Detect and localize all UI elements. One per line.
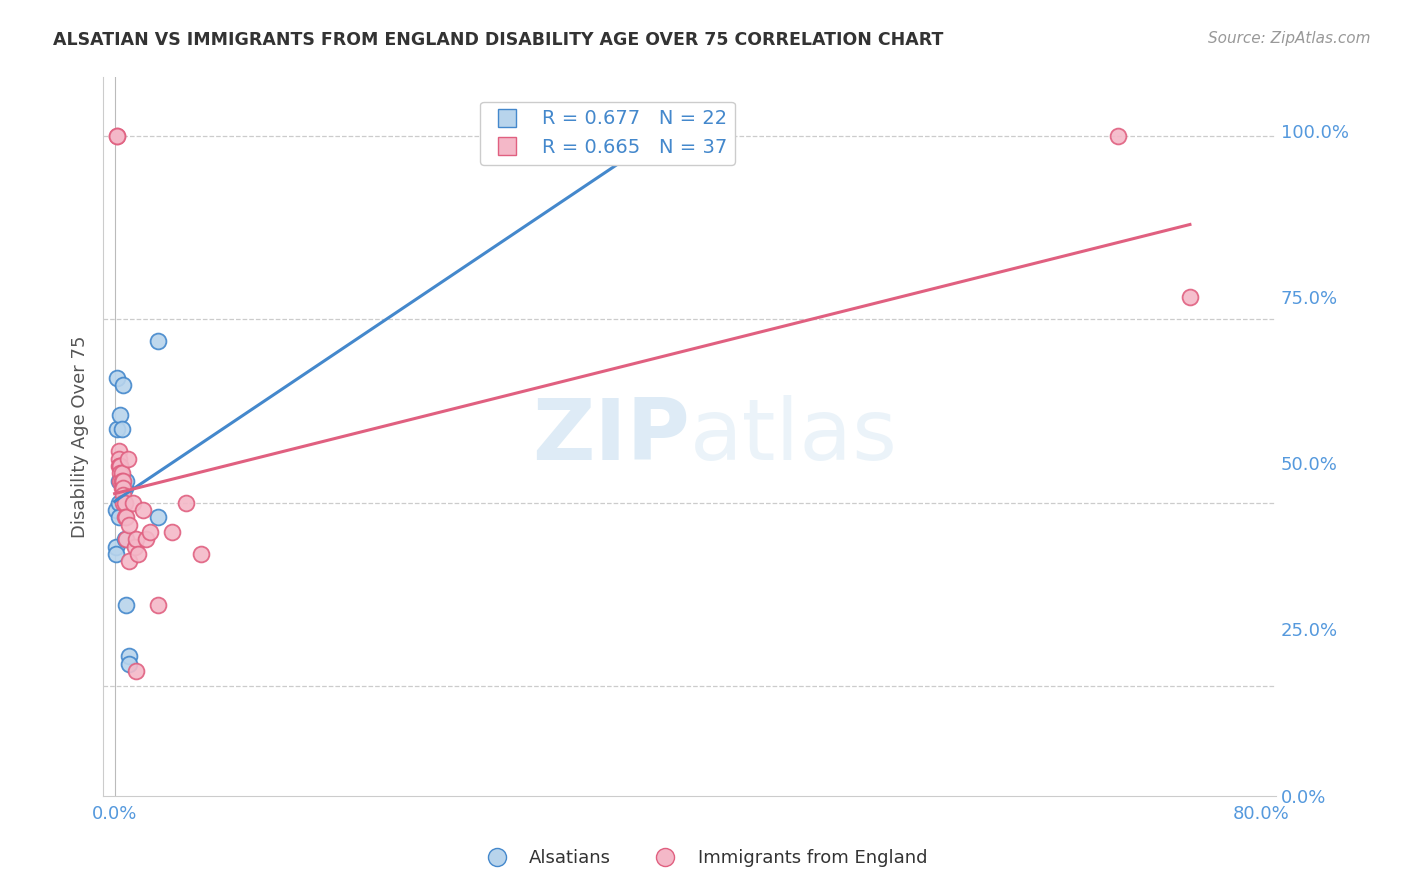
- Point: [122, 495, 145, 509]
- Point: [146, 598, 169, 612]
- Point: [111, 474, 134, 488]
- Point: [108, 495, 131, 509]
- Point: [111, 474, 134, 488]
- Point: [108, 510, 131, 524]
- Point: [146, 510, 169, 524]
- Point: [118, 517, 141, 532]
- Point: [118, 554, 141, 568]
- Point: [112, 378, 135, 392]
- Point: [108, 451, 131, 466]
- Point: [139, 524, 162, 539]
- Text: Source: ZipAtlas.com: Source: ZipAtlas.com: [1208, 31, 1371, 46]
- Point: [107, 129, 129, 144]
- Point: [105, 547, 128, 561]
- Point: [112, 495, 135, 509]
- Point: [107, 129, 129, 144]
- Text: ALSATIAN VS IMMIGRANTS FROM ENGLAND DISABILITY AGE OVER 75 CORRELATION CHART: ALSATIAN VS IMMIGRANTS FROM ENGLAND DISA…: [53, 31, 943, 49]
- Point: [110, 458, 132, 473]
- Point: [190, 547, 212, 561]
- Point: [118, 657, 141, 671]
- Point: [110, 458, 132, 473]
- Point: [108, 474, 131, 488]
- Point: [125, 533, 148, 547]
- Point: [110, 474, 132, 488]
- Point: [108, 458, 131, 473]
- Point: [160, 524, 183, 539]
- Point: [127, 547, 149, 561]
- Text: ZIP: ZIP: [531, 395, 689, 478]
- Legend: R = 0.677   N = 22, R = 0.665   N = 37: R = 0.677 N = 22, R = 0.665 N = 37: [479, 102, 735, 165]
- Point: [105, 503, 128, 517]
- Point: [112, 474, 135, 488]
- Point: [648, 129, 671, 144]
- Point: [174, 495, 197, 509]
- Point: [107, 371, 129, 385]
- Point: [110, 408, 132, 422]
- Point: [114, 495, 136, 509]
- Point: [107, 422, 129, 436]
- Point: [1107, 129, 1129, 144]
- Point: [115, 510, 138, 524]
- Point: [114, 533, 136, 547]
- Point: [110, 467, 132, 481]
- Point: [112, 481, 135, 495]
- Point: [108, 444, 131, 458]
- Point: [115, 598, 138, 612]
- Point: [114, 510, 136, 524]
- Point: [111, 422, 134, 436]
- Text: atlas: atlas: [689, 395, 897, 478]
- Point: [111, 481, 134, 495]
- Point: [125, 664, 148, 678]
- Y-axis label: Disability Age Over 75: Disability Age Over 75: [72, 335, 89, 538]
- Point: [135, 533, 157, 547]
- Point: [115, 533, 138, 547]
- Point: [118, 649, 141, 664]
- Point: [132, 503, 155, 517]
- Point: [124, 540, 146, 554]
- Point: [112, 488, 135, 502]
- Point: [105, 540, 128, 554]
- Point: [114, 481, 136, 495]
- Point: [115, 474, 138, 488]
- Point: [1178, 290, 1201, 304]
- Point: [117, 451, 139, 466]
- Point: [146, 334, 169, 349]
- Point: [110, 458, 132, 473]
- Legend: Alsatians, Immigrants from England: Alsatians, Immigrants from England: [471, 842, 935, 874]
- Point: [111, 467, 134, 481]
